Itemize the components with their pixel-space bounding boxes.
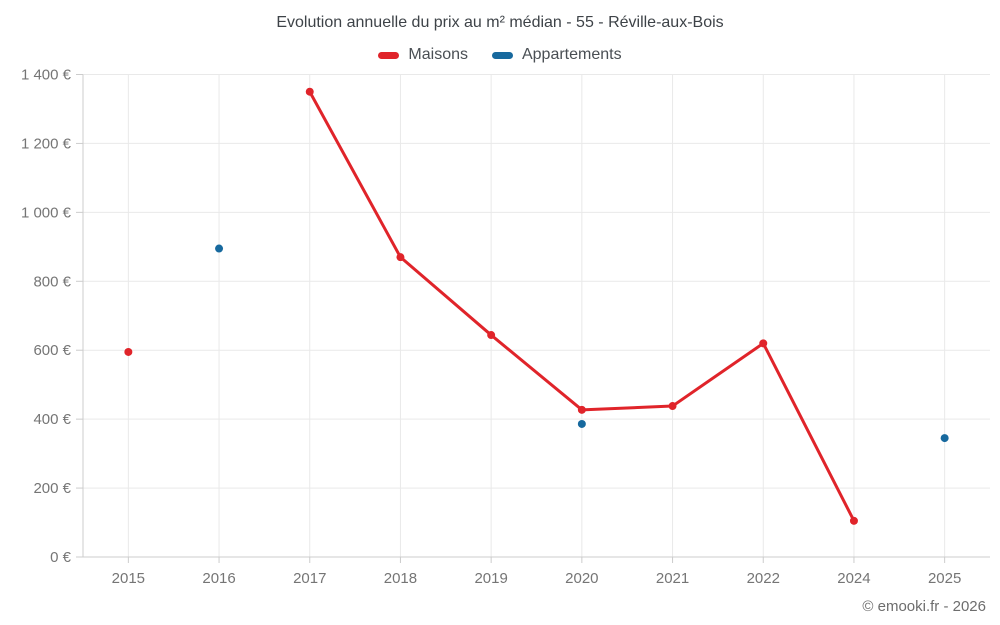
data-point-maisons-2018[interactable] (396, 253, 405, 262)
y-axis-label-200: 200 € (33, 480, 71, 497)
y-axis-label-1400: 1 400 € (21, 67, 72, 84)
data-point-appartements-2016[interactable] (215, 244, 224, 253)
copyright-text: © emooki.fr - 2026 (862, 598, 986, 615)
data-point-maisons-2019[interactable] (487, 331, 496, 340)
appartements-series-swatch-icon (491, 51, 513, 59)
y-axis-label-0: 0 € (50, 549, 72, 566)
x-axis-label-2025: 2025 (928, 570, 961, 587)
x-axis-label-2016: 2016 (202, 570, 235, 587)
x-axis-label-2019: 2019 (474, 570, 507, 587)
x-axis-label-2021: 2021 (656, 570, 689, 587)
y-axis-label-400: 400 € (33, 411, 71, 428)
y-axis-label-1200: 1 200 € (21, 135, 72, 152)
maisons-series-swatch-icon (378, 51, 400, 59)
data-point-appartements-2025[interactable] (940, 434, 949, 443)
data-point-maisons-2021[interactable] (668, 402, 677, 411)
data-point-maisons-2015[interactable] (124, 347, 133, 356)
x-axis-label-2022: 2022 (747, 570, 780, 587)
y-axis-label-800: 800 € (33, 273, 71, 290)
y-axis-label-1000: 1 000 € (21, 204, 72, 221)
data-point-maisons-2020[interactable] (577, 405, 586, 414)
legend-label-appartements: Appartements (521, 46, 622, 63)
data-point-maisons-2022[interactable] (759, 339, 768, 348)
chart-title: Evolution annuelle du prix au m² médian … (276, 14, 724, 31)
data-point-maisons-2024[interactable] (849, 516, 858, 525)
x-axis-label-2024: 2024 (837, 570, 870, 587)
data-point-appartements-2020[interactable] (577, 419, 586, 428)
legend-label-maisons: Maisons (408, 46, 468, 63)
legend-item-maisons[interactable]: Maisons (378, 46, 468, 64)
chart-legend: Maisons Appartements (0, 46, 1000, 64)
x-axis-label-2018: 2018 (384, 570, 417, 587)
x-axis-label-2015: 2015 (112, 570, 145, 587)
y-axis-label-600: 600 € (33, 342, 71, 359)
x-axis-label-2017: 2017 (293, 570, 326, 587)
data-point-maisons-2017[interactable] (305, 87, 314, 96)
legend-item-appartements[interactable]: Appartements (491, 46, 622, 64)
x-axis-label-2020: 2020 (565, 570, 598, 587)
